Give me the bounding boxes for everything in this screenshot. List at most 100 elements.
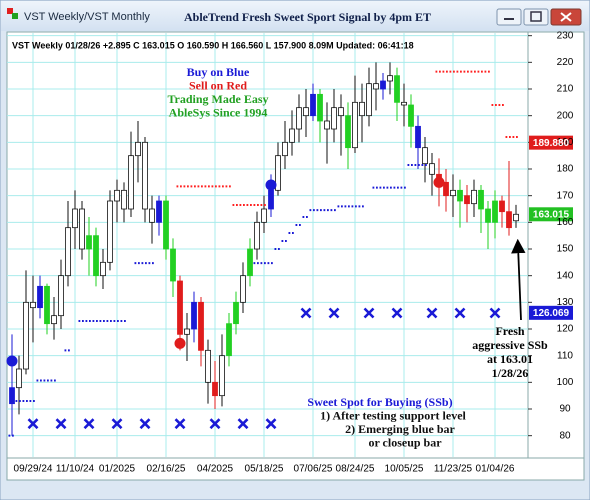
ssb-marker (265, 418, 277, 430)
y-tick-label: 220 (557, 57, 574, 68)
candle-body (16, 368, 22, 389)
candle-body (254, 221, 260, 250)
info-line: VST Weekly 01/28/26 +2.895 C 163.015 O 1… (12, 40, 414, 50)
candle-body (373, 83, 379, 90)
ssb-marker (300, 307, 312, 319)
x-tick-label: 01/2025 (99, 464, 136, 475)
candle-body (37, 285, 43, 309)
candle-body (233, 301, 239, 325)
candle-body (261, 208, 267, 223)
x-tick-label: 04/2025 (197, 464, 234, 475)
signal-note: 1/28/26 (492, 366, 529, 380)
x-tick-label: 11/10/24 (56, 464, 95, 475)
candle-body (492, 200, 498, 223)
candle-body (128, 155, 134, 210)
app-icon (7, 8, 13, 14)
ssb-marker (55, 418, 67, 430)
maximize-button[interactable] (523, 8, 549, 26)
candle-body (65, 227, 71, 277)
price-tag (529, 135, 573, 150)
candle-body (422, 147, 428, 165)
candle-body (324, 120, 330, 130)
candle-body (443, 181, 449, 197)
ssb-marker (27, 418, 39, 430)
candle-body (184, 328, 190, 335)
candle-body (142, 141, 148, 210)
x-tick-label: 05/18/25 (245, 464, 284, 475)
candle-body (79, 208, 85, 250)
legend-note: Trading Made Easy (167, 92, 268, 106)
sweet-spot-note: Sweet Spot for Buying (SSb) (307, 395, 452, 409)
y-tick-label: 150 (557, 244, 574, 255)
signal-arrow (511, 238, 526, 321)
chart-title: AbleTrend Fresh Sweet Sport Signal by 4p… (184, 10, 431, 24)
ssb-marker (209, 418, 221, 430)
candle-body (275, 155, 281, 191)
legend-note: AbleSys Since 1994 (169, 105, 268, 119)
candle-body (310, 93, 316, 117)
price-tag (529, 305, 573, 320)
candle-body (450, 189, 456, 197)
candle-body (135, 141, 141, 157)
y-tick-label: 80 (559, 430, 571, 441)
candle-body (457, 189, 463, 202)
x-tick-label: 07/06/25 (294, 464, 333, 475)
x-tick-label: 02/16/25 (147, 464, 186, 475)
candle-body (429, 163, 435, 175)
candle-body (282, 141, 288, 157)
price-tag (529, 207, 573, 222)
y-tick-label: 190 (557, 137, 574, 148)
candle-body (177, 280, 183, 335)
candle-body (513, 213, 519, 222)
ssb-marker (111, 418, 123, 430)
candle-body (394, 75, 400, 103)
candle-body (317, 93, 323, 122)
candle-body (506, 211, 512, 229)
maximize-icon (530, 11, 542, 22)
candle-body (72, 208, 78, 229)
candle-body (44, 285, 50, 325)
ssb-marker (139, 418, 151, 430)
x-tick-label: 01/04/26 (476, 464, 515, 475)
candle-body (93, 235, 99, 277)
candle-body (464, 195, 470, 205)
candle-body (268, 189, 274, 210)
sweet-spot-note: or closeup bar (368, 435, 442, 449)
ssb-marker (426, 307, 438, 319)
candle-body (331, 107, 337, 130)
title-bar (1, 1, 589, 31)
ssb-marker (328, 307, 340, 319)
candle-body (86, 235, 92, 250)
y-tick-label: 200 (557, 110, 574, 121)
candle-body (191, 301, 197, 330)
candle-body (198, 301, 204, 351)
x-tick-label: 11/23/25 (434, 464, 473, 475)
candle-body (100, 261, 106, 277)
candle-body (121, 189, 127, 210)
signal-note: aggressive SSb (472, 338, 548, 352)
minimize-button[interactable] (496, 8, 522, 26)
price-tag-label: 163.015 (533, 209, 570, 220)
candle-body (478, 189, 484, 210)
y-tick-label: 100 (557, 377, 574, 388)
candle-body (226, 323, 232, 357)
y-tick-label: 170 (557, 190, 574, 201)
candle-body (9, 387, 15, 405)
y-tick-label: 160 (557, 217, 574, 228)
candle-body (471, 189, 477, 205)
candle-body (149, 208, 155, 223)
y-tick-label: 140 (557, 270, 574, 281)
x-tick-label: 10/05/25 (385, 464, 424, 475)
sweet-spot-note: 2) Emerging blue bar (345, 422, 455, 436)
ssb-marker (83, 418, 95, 430)
y-tick-label: 230 (557, 30, 574, 41)
candle-body (415, 125, 421, 149)
candle-body (170, 248, 176, 282)
app-icon (12, 13, 18, 19)
candle-body (401, 101, 407, 106)
window-caption: VST Weekly/VST Monthly (24, 11, 150, 23)
candle-body (345, 115, 351, 149)
legend-note: Sell on Red (189, 78, 247, 92)
candle-body (23, 301, 29, 370)
